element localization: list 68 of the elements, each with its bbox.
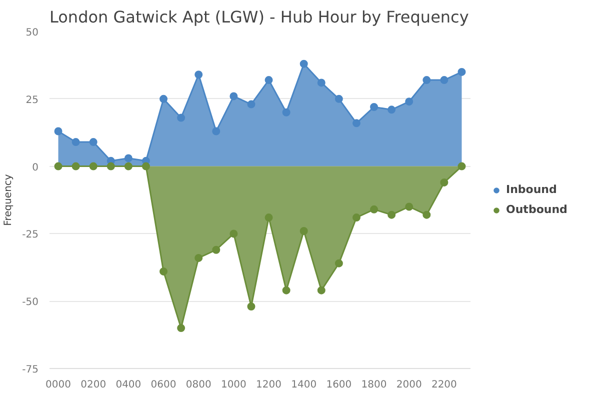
point xyxy=(247,302,256,310)
x-tick-label: 1600 xyxy=(326,380,352,390)
point xyxy=(72,162,80,170)
x-tick-label: 0400 xyxy=(116,380,142,390)
point xyxy=(124,162,132,170)
point xyxy=(317,286,326,294)
y-axis-title: Frequency xyxy=(3,174,14,226)
point xyxy=(142,162,150,170)
x-tick-label: 1400 xyxy=(291,380,317,390)
point xyxy=(334,259,343,268)
point xyxy=(317,78,326,87)
point xyxy=(405,98,414,106)
point xyxy=(440,76,448,84)
point xyxy=(264,76,273,84)
point xyxy=(194,70,203,79)
point xyxy=(230,92,238,100)
point xyxy=(282,286,290,294)
y-tick-label: -50 xyxy=(22,297,39,308)
x-tick-label: 0600 xyxy=(150,380,176,390)
point xyxy=(160,267,168,276)
point xyxy=(458,68,466,76)
point xyxy=(106,162,115,170)
point xyxy=(124,154,132,162)
point xyxy=(54,127,62,136)
point xyxy=(422,210,431,219)
x-tick-label: 2200 xyxy=(431,380,457,390)
legend-label: Outbound xyxy=(506,203,568,216)
y-tick-label: -75 xyxy=(22,364,39,376)
x-tick-label: 0200 xyxy=(80,380,106,390)
point xyxy=(300,60,308,68)
point xyxy=(440,178,448,186)
point xyxy=(458,162,466,170)
point xyxy=(282,108,290,116)
x-tick-label: 2000 xyxy=(396,380,422,390)
point xyxy=(160,94,168,103)
point xyxy=(388,210,396,219)
point xyxy=(300,227,308,235)
point xyxy=(370,205,378,214)
chart-title: London Gatwick Apt (LGW) - Hub Hour by Frequency xyxy=(50,8,469,26)
point xyxy=(388,106,396,114)
point xyxy=(212,127,220,136)
point xyxy=(89,162,98,170)
point xyxy=(89,138,98,146)
x-tick-label: 1000 xyxy=(220,380,246,390)
x-tick-label: 1200 xyxy=(256,380,282,390)
y-tick-label: 0 xyxy=(32,162,39,174)
point xyxy=(194,254,203,262)
x-tick-label: 0000 xyxy=(46,380,71,390)
point xyxy=(72,138,80,146)
point xyxy=(230,230,238,238)
point xyxy=(264,214,273,222)
point xyxy=(177,114,186,122)
x-tick-label: 1800 xyxy=(361,380,387,390)
point xyxy=(352,119,360,128)
x-tick-label: 0800 xyxy=(186,380,212,390)
point xyxy=(54,162,62,170)
point xyxy=(212,246,220,254)
y-tick-label: 25 xyxy=(26,94,39,106)
legend-label: Inbound xyxy=(506,183,557,196)
point xyxy=(352,214,360,222)
point xyxy=(405,202,414,211)
point xyxy=(247,100,256,108)
point xyxy=(177,324,186,332)
point xyxy=(334,94,343,103)
point xyxy=(370,102,378,111)
y-tick-label: 50 xyxy=(26,28,39,38)
y-tick-label: -25 xyxy=(22,230,39,241)
point xyxy=(422,76,431,84)
